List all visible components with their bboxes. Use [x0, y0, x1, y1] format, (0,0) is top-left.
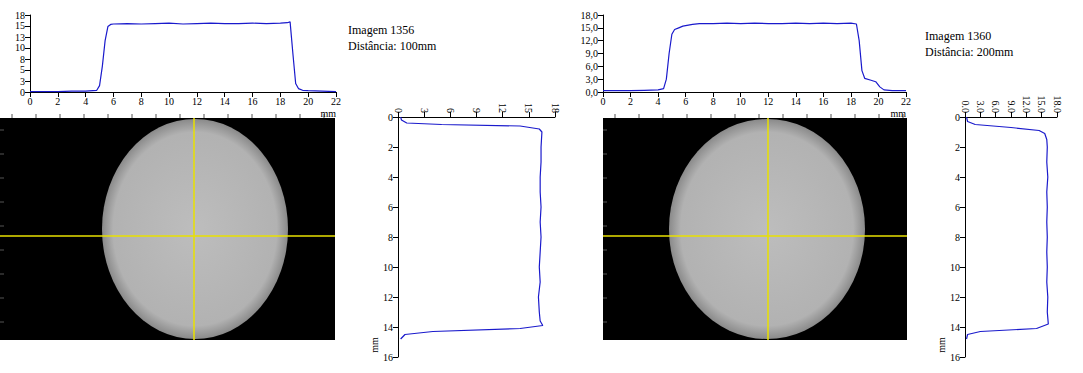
svg-text:12: 12: [497, 103, 508, 113]
svg-text:mm: mm: [369, 337, 380, 353]
svg-text:22: 22: [331, 96, 341, 107]
svg-text:18,0: 18,0: [581, 10, 599, 21]
svg-text:12: 12: [192, 96, 202, 107]
svg-text:10: 10: [164, 96, 174, 107]
svg-text:8: 8: [388, 232, 393, 243]
svg-text:2: 2: [55, 96, 60, 107]
svg-text:16: 16: [950, 352, 960, 363]
svg-text:0: 0: [20, 87, 25, 98]
svg-text:4: 4: [388, 172, 393, 183]
svg-text:8: 8: [711, 96, 716, 107]
svg-text:6.0: 6.0: [990, 101, 1001, 114]
svg-text:6: 6: [445, 108, 456, 113]
svg-text:12: 12: [950, 292, 960, 303]
svg-text:15.0: 15.0: [1036, 96, 1047, 114]
svg-text:4: 4: [955, 172, 960, 183]
svg-text:13: 13: [15, 32, 25, 43]
svg-text:10: 10: [15, 42, 25, 53]
svg-text:15,0: 15,0: [581, 22, 599, 33]
svg-text:0.0: 0.0: [960, 101, 971, 114]
svg-text:6: 6: [388, 202, 393, 213]
svg-text:Distância: 200mm: Distância: 200mm: [925, 45, 1014, 59]
svg-text:6: 6: [111, 96, 116, 107]
svg-text:14: 14: [791, 96, 801, 107]
svg-text:15: 15: [15, 20, 25, 31]
svg-text:0: 0: [393, 108, 404, 113]
svg-text:6: 6: [955, 202, 960, 213]
svg-text:mm: mm: [890, 108, 906, 119]
svg-text:18: 18: [846, 96, 856, 107]
svg-text:18: 18: [550, 103, 561, 113]
svg-text:Imagem 1360: Imagem 1360: [925, 29, 991, 43]
svg-text:mm: mm: [936, 337, 947, 353]
svg-text:mm: mm: [320, 108, 336, 119]
svg-text:3.0: 3.0: [975, 101, 986, 114]
svg-text:9: 9: [471, 108, 482, 113]
svg-text:14: 14: [950, 322, 960, 333]
svg-text:18: 18: [15, 10, 25, 21]
svg-text:9.0: 9.0: [1006, 101, 1017, 114]
svg-text:Distância: 100mm: Distância: 100mm: [348, 39, 437, 53]
svg-text:0: 0: [28, 96, 33, 107]
svg-text:Imagem 1356: Imagem 1356: [348, 23, 414, 37]
svg-text:14: 14: [220, 96, 230, 107]
svg-text:9,0: 9,0: [586, 48, 599, 59]
svg-text:3: 3: [419, 108, 430, 113]
svg-text:14: 14: [383, 322, 393, 333]
svg-text:8: 8: [20, 54, 25, 65]
svg-text:16: 16: [383, 352, 393, 363]
svg-text:10: 10: [383, 262, 393, 273]
svg-text:3,0: 3,0: [586, 74, 599, 85]
svg-text:18: 18: [275, 96, 285, 107]
svg-text:0,0: 0,0: [586, 87, 599, 98]
svg-text:0: 0: [955, 112, 960, 123]
svg-text:20: 20: [303, 96, 313, 107]
svg-text:10: 10: [736, 96, 746, 107]
svg-text:6: 6: [683, 96, 688, 107]
svg-text:8: 8: [139, 96, 144, 107]
svg-text:15: 15: [523, 103, 534, 113]
svg-text:2: 2: [955, 142, 960, 153]
svg-text:4: 4: [83, 96, 88, 107]
svg-text:16: 16: [248, 96, 258, 107]
svg-text:2: 2: [628, 96, 633, 107]
svg-text:22: 22: [901, 96, 911, 107]
svg-text:4: 4: [656, 96, 661, 107]
svg-text:12: 12: [763, 96, 773, 107]
svg-text:2: 2: [388, 142, 393, 153]
svg-text:10: 10: [950, 262, 960, 273]
svg-text:8: 8: [955, 232, 960, 243]
svg-text:20: 20: [873, 96, 883, 107]
svg-text:16: 16: [818, 96, 828, 107]
svg-text:12,0: 12,0: [581, 35, 599, 46]
svg-text:6,0: 6,0: [586, 61, 599, 72]
svg-text:5: 5: [20, 64, 25, 75]
svg-text:12: 12: [383, 292, 393, 303]
svg-text:0: 0: [388, 112, 393, 123]
svg-text:12.0: 12.0: [1021, 96, 1032, 114]
svg-text:3: 3: [20, 76, 25, 87]
svg-text:0: 0: [601, 96, 606, 107]
svg-text:18.0: 18.0: [1052, 96, 1063, 114]
